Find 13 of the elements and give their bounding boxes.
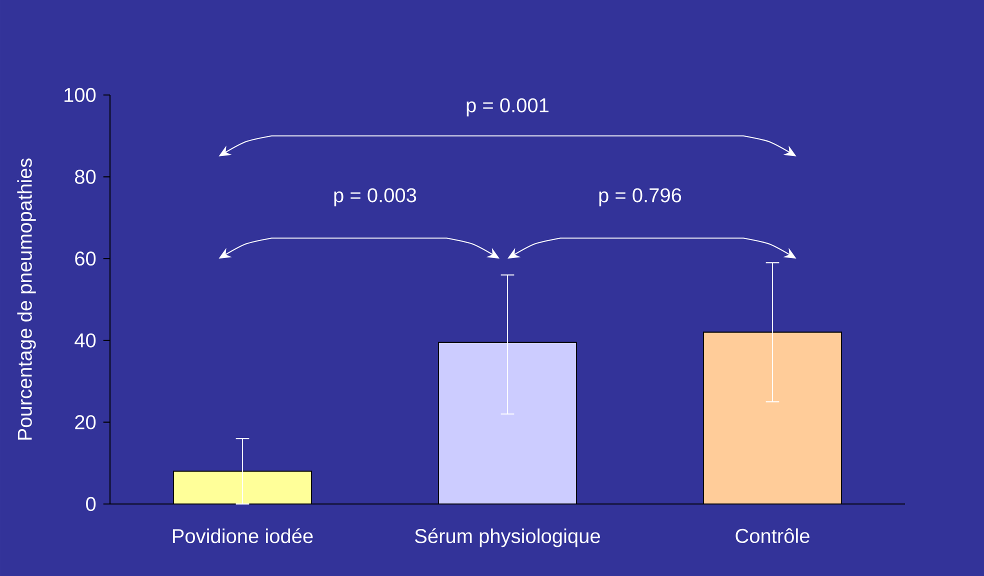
x-tick-label: Povidione iodée <box>172 528 313 544</box>
y-tick-label: 40 <box>74 333 96 348</box>
y-tick-label: 80 <box>75 170 96 184</box>
annotation: p = 0.003 <box>334 188 416 206</box>
annotation: p = 0.796 <box>599 188 682 206</box>
annotation: p = 0.001 <box>466 98 548 116</box>
y-tick-label: 100 <box>64 88 96 102</box>
x-tick-label: Contrôle <box>736 528 810 544</box>
y-tick-label: 60 <box>75 252 96 266</box>
y-tick-label: 0 <box>86 496 96 512</box>
x-tick-label: Sérum physiologique <box>415 528 600 548</box>
y-tick-label: 20 <box>75 415 96 430</box>
y-axis-title: Pourcentage de pneumopathies <box>17 158 36 440</box>
